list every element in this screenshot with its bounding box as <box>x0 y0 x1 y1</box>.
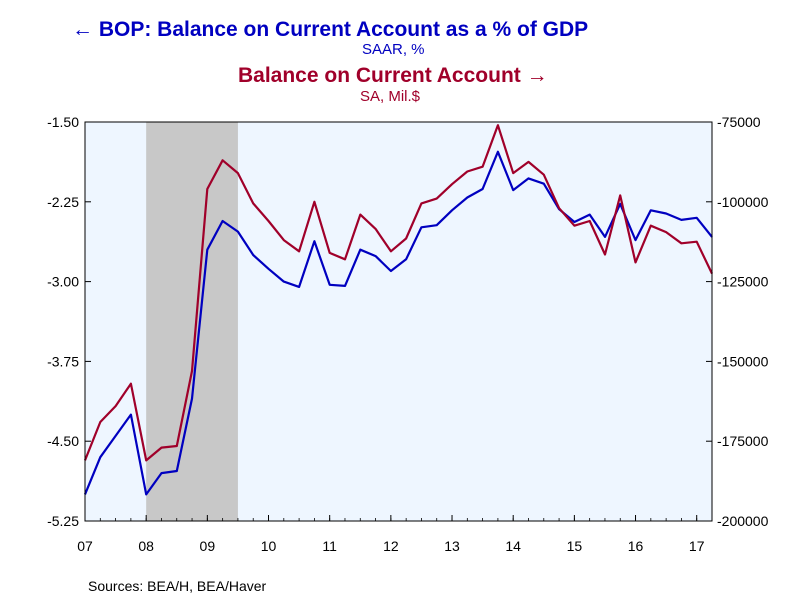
right-series-unit: SA, Mil.$ <box>360 88 421 105</box>
left-series-legend: ← BOP: Balance on Current Account as a %… <box>72 18 588 42</box>
right-arrow-icon: → <box>526 64 548 87</box>
x-tick-label: 17 <box>689 538 705 554</box>
left-tick-label: -1.50 <box>47 114 79 130</box>
x-tick-label: 08 <box>138 538 154 554</box>
left-tick-label: -5.25 <box>47 513 79 529</box>
right-tick-label: -175000 <box>717 433 769 449</box>
right-tick-label: -100000 <box>717 194 769 210</box>
series-line-pct-gdp <box>83 150 713 496</box>
x-tick-label: 11 <box>322 538 337 554</box>
x-tick-label: 10 <box>261 538 277 554</box>
left-tick-label: -4.50 <box>47 433 79 449</box>
left-tick-label: -3.75 <box>47 353 79 369</box>
right-tick-label: -150000 <box>717 353 769 369</box>
left-tick-label: -2.25 <box>47 194 79 210</box>
right-tick-label: -200000 <box>717 513 769 529</box>
left-series-unit: SAAR, % <box>362 41 425 58</box>
left-series-title: BOP: Balance on Current Account as a % o… <box>98 18 589 41</box>
x-tick-label: 13 <box>444 538 460 554</box>
source-note: Sources: BEA/H, BEA/Haver <box>88 578 267 594</box>
recession-shading <box>146 122 238 521</box>
plot-frame <box>84 121 713 522</box>
right-series-title: Balance on Current Account <box>238 64 521 87</box>
right-tick-label: -75000 <box>717 114 761 130</box>
series-line-millions <box>83 124 713 462</box>
right-tick-label: -125000 <box>717 274 769 290</box>
right-series-legend: Balance on Current Account → <box>238 64 548 88</box>
x-tick-label: 07 <box>77 538 93 554</box>
x-tick-label: 14 <box>505 538 521 554</box>
x-tick-label: 09 <box>200 538 216 554</box>
x-tick-label: 15 <box>567 538 583 554</box>
x-tick-label: 12 <box>383 538 399 554</box>
x-tick-label: 16 <box>628 538 644 554</box>
left-arrow-icon: ← <box>72 18 93 41</box>
left-tick-label: -3.00 <box>47 274 79 290</box>
